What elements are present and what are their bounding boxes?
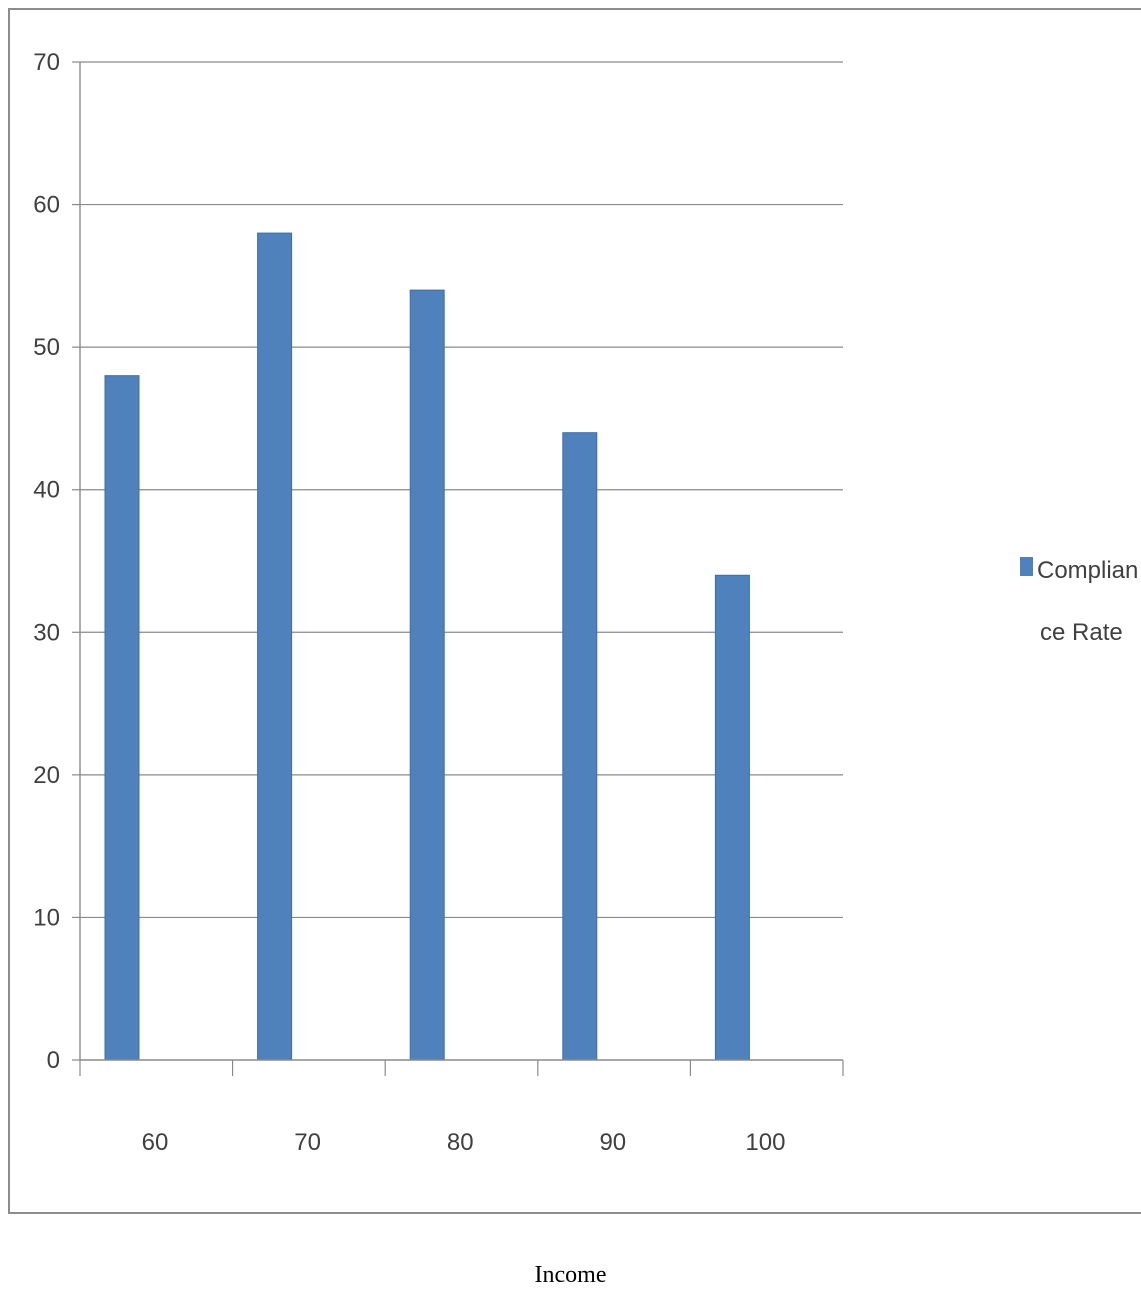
bars xyxy=(104,232,750,1061)
y-tick-label: 70 xyxy=(33,49,60,76)
bar-90 xyxy=(562,432,598,1061)
y-tick-label: 60 xyxy=(33,192,60,219)
legend-swatch xyxy=(1020,557,1033,576)
x-tick-label: 60 xyxy=(142,1129,169,1156)
y-tick-labels: 0 10 20 30 40 50 60 70 xyxy=(33,49,60,1074)
bar-80 xyxy=(409,289,445,1061)
y-tick-label: 50 xyxy=(33,334,60,361)
y-tick-label: 10 xyxy=(33,904,60,931)
legend-label-line-1: Complian xyxy=(1037,557,1138,584)
x-tick-label: 100 xyxy=(745,1129,785,1156)
x-tick-labels: 60 70 80 90 100 xyxy=(142,1129,786,1156)
y-tick-label: 40 xyxy=(33,477,60,504)
bar-70 xyxy=(257,232,293,1061)
bar-chart: 0 10 20 30 40 50 60 70 60 70 80 90 100 Complian ce … xyxy=(33,49,1138,1156)
legend: Complian ce Rate xyxy=(1020,557,1138,646)
bar-60 xyxy=(104,375,140,1061)
bar-100 xyxy=(714,574,750,1061)
x-tick-label: 70 xyxy=(294,1129,321,1156)
y-tick-label: 0 xyxy=(47,1047,60,1074)
y-tick-label: 20 xyxy=(33,762,60,789)
x-tick-label: 80 xyxy=(447,1129,474,1156)
gridlines xyxy=(80,61,843,919)
axes xyxy=(72,61,844,1076)
legend-label-line-2: ce Rate xyxy=(1040,619,1123,646)
x-axis-title: Income xyxy=(534,1262,607,1288)
x-tick-label: 90 xyxy=(599,1129,626,1156)
y-tick-label: 30 xyxy=(33,619,60,646)
